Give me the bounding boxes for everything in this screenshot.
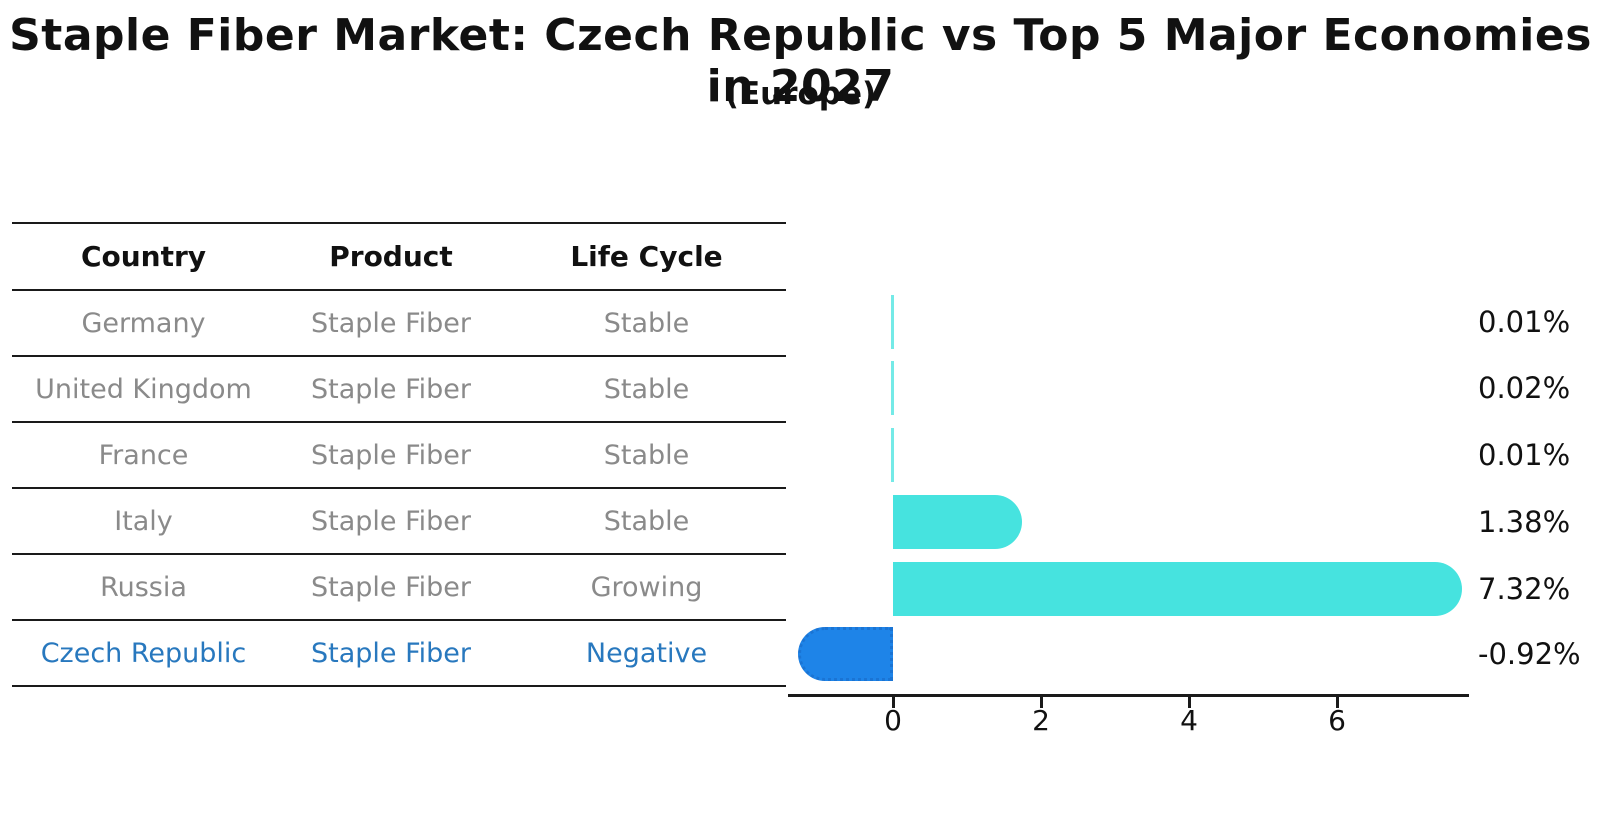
table-cell: Italy — [114, 505, 173, 537]
bar-value-label: 1.38% — [1478, 505, 1571, 539]
x-axis-tick-label: 4 — [1180, 704, 1198, 737]
x-axis-line — [788, 694, 1469, 697]
bar-germany — [891, 295, 894, 349]
table-cell: Stable — [603, 307, 690, 339]
table-row: Czech Republic Staple Fiber Negative — [12, 621, 786, 687]
bar-value-label: 0.01% — [1478, 305, 1571, 339]
x-axis-tick-label: 0 — [884, 704, 902, 737]
bar-russia — [893, 562, 1462, 616]
table-row: United Kingdom Staple Fiber Stable — [12, 357, 786, 423]
table-cell: Growing — [590, 571, 703, 603]
table-row: Russia Staple Fiber Growing — [12, 555, 786, 621]
x-axis-tick — [1336, 697, 1339, 708]
x-axis-tick — [1188, 697, 1191, 708]
table-cell: Stable — [603, 439, 690, 471]
x-axis-tick-label: 6 — [1328, 704, 1346, 737]
table-cell: Stable — [603, 505, 690, 537]
table-row: Italy Staple Fiber Stable — [12, 489, 786, 555]
header-cell: Life Cycle — [570, 240, 723, 273]
bar-france — [891, 428, 894, 482]
table-cell: Negative — [585, 637, 708, 669]
table-row: France Staple Fiber Stable — [12, 423, 786, 489]
bar-czech-republic — [797, 627, 893, 681]
x-axis-tick-label: 2 — [1032, 704, 1050, 737]
bar-value-label: 7.32% — [1478, 572, 1571, 606]
bar-value-label: -0.92% — [1478, 637, 1581, 671]
table-cell: Staple Fiber — [310, 373, 472, 405]
table-cell: Russia — [100, 571, 187, 603]
table-cell: Stable — [603, 373, 690, 405]
bar-value-label: 0.02% — [1478, 371, 1571, 405]
bar-united-kingdom — [891, 361, 894, 415]
bar-italy — [893, 495, 1023, 549]
x-axis-tick — [892, 697, 895, 708]
table-cell: United Kingdom — [35, 373, 252, 405]
table-cell: Czech Republic — [40, 637, 247, 669]
table-cell: Staple Fiber — [310, 571, 472, 603]
country-table: Country Product Life Cycle Germany Staple Fi… — [12, 222, 786, 687]
chart-subtitle: (Europe) — [724, 76, 877, 112]
table-row: Germany Staple Fiber Stable — [12, 291, 786, 357]
table-header-row: Country Product Life Cycle — [12, 224, 786, 291]
table-cell: Germany — [81, 307, 206, 339]
chart-title: Staple Fiber Market: Czech Republic vs T… — [9, 10, 1592, 112]
table-cell: Staple Fiber — [310, 505, 472, 537]
table-cell: France — [98, 439, 189, 471]
table-cell: Staple Fiber — [310, 307, 472, 339]
bar-value-label: 0.01% — [1478, 438, 1571, 472]
table-cell: Staple Fiber — [310, 439, 472, 471]
x-axis-tick — [1040, 697, 1043, 708]
header-cell: Product — [329, 240, 453, 273]
header-cell: Country — [80, 240, 207, 273]
table-cell: Staple Fiber — [310, 637, 472, 669]
